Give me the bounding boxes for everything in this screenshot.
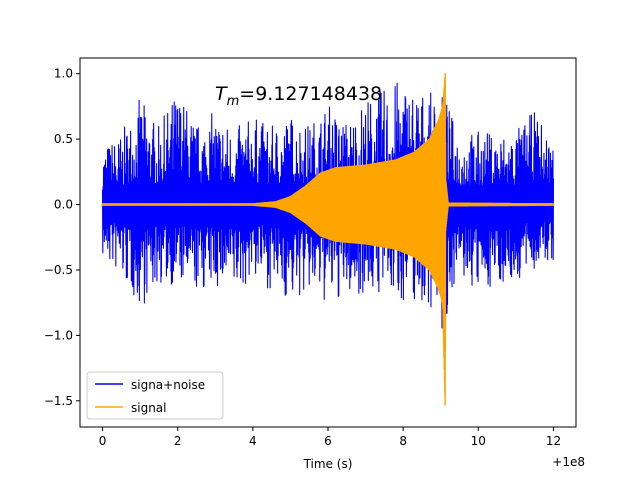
- x-axis-offset-label: +1e8: [552, 455, 585, 469]
- x-tick-label: 8: [399, 434, 407, 448]
- legend-label-signal: signal: [131, 401, 167, 415]
- y-tick-label: 0.5: [54, 132, 73, 146]
- x-tick-label: 6: [324, 434, 332, 448]
- tm-annotation-symbol: T: [215, 83, 228, 105]
- y-tick-label: −1.5: [44, 394, 73, 408]
- x-tick-label: 2: [174, 434, 182, 448]
- x-axis: 0 2 4 6 8 10 12: [99, 427, 561, 448]
- y-axis: 1.0 0.5 0.0 −0.5 −1.0 −1.5: [44, 67, 80, 408]
- tm-annotation: Tm=9.127148438: [215, 83, 382, 109]
- tm-annotation-value: =9.127148438: [239, 83, 382, 105]
- x-tick-label: 12: [546, 434, 561, 448]
- x-axis-label: Time (s): [303, 457, 353, 471]
- y-tick-label: −0.5: [44, 263, 73, 277]
- legend: signa+noise signal: [86, 371, 224, 420]
- x-tick-label: 4: [249, 434, 257, 448]
- series-line-signa-noise: [102, 82, 554, 382]
- y-tick-label: 0.0: [54, 198, 73, 212]
- x-tick-label: 0: [99, 434, 107, 448]
- legend-label-signa-noise: signa+noise: [131, 378, 205, 392]
- x-tick-label: 10: [471, 434, 486, 448]
- series-line-signal: [101, 73, 555, 406]
- y-tick-label: −1.0: [44, 328, 73, 342]
- plot-area: [101, 73, 555, 406]
- y-tick-label: 1.0: [54, 67, 73, 81]
- tm-annotation-subscript: m: [227, 94, 240, 109]
